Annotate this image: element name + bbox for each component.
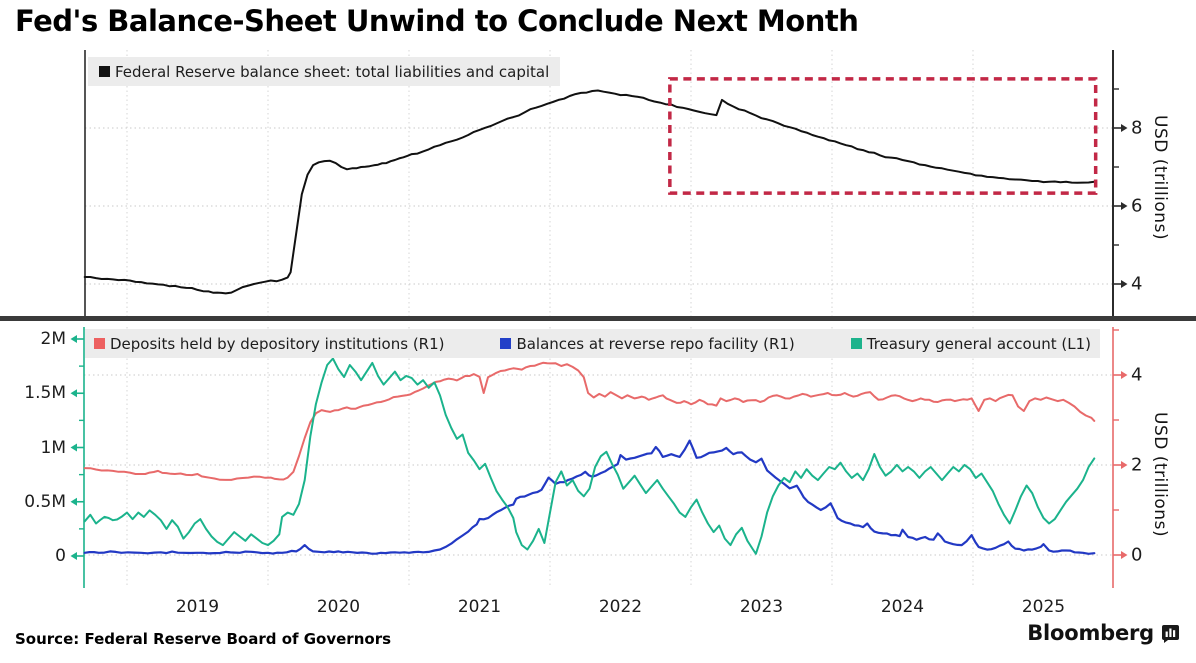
bottom-left-axis-tick-label: 0.5M bbox=[24, 491, 66, 512]
source-credit: Source: Federal Reserve Board of Governo… bbox=[15, 630, 392, 648]
bottom-right-axis-tick-label: 4 bbox=[1131, 364, 1143, 386]
bloomberg-wordmark: Bloomberg bbox=[1027, 621, 1154, 645]
legend-swatch-icon bbox=[500, 338, 512, 349]
top-right-axis-tick-label: 6 bbox=[1131, 195, 1143, 217]
legend-swatch-icon bbox=[850, 338, 862, 349]
legend-label: Deposits held by depository institutions… bbox=[110, 334, 445, 353]
legend-item: Treasury general account (L1) bbox=[850, 334, 1091, 353]
x-axis-year-label: 2025 bbox=[1021, 597, 1066, 617]
legend-swatch-icon bbox=[99, 66, 110, 77]
legend-label: Treasury general account (L1) bbox=[866, 334, 1091, 353]
x-axis-year-label: 2020 bbox=[316, 597, 361, 617]
legend-label: Federal Reserve balance sheet: total lia… bbox=[115, 62, 550, 81]
legend-item: Balances at reverse repo facility (R1) bbox=[500, 334, 795, 353]
series-line bbox=[83, 439, 1096, 555]
bottom-left-axis-tick-label: 1.5M bbox=[24, 383, 66, 404]
bottom-right-axis-tick-label: 2 bbox=[1131, 454, 1143, 476]
bloomberg-logo: Bloomberg bbox=[1027, 621, 1180, 645]
bottom-left-axis-tick-label: 1M bbox=[40, 437, 66, 458]
legend-label: Balances at reverse repo facility (R1) bbox=[516, 334, 795, 353]
x-axis-year-label: 2023 bbox=[739, 597, 784, 617]
bottom-right-axis-tick-label: 0 bbox=[1131, 544, 1143, 566]
highlight-box bbox=[668, 77, 1098, 195]
top-right-axis-title: USD (trillions) bbox=[1150, 115, 1170, 241]
series-line bbox=[83, 361, 1096, 481]
series-line bbox=[83, 357, 1096, 555]
series-line bbox=[83, 89, 1096, 295]
panel-separator bbox=[0, 316, 1196, 321]
x-axis-year-label: 2022 bbox=[598, 597, 643, 617]
top-right-axis-tick-label: 8 bbox=[1131, 117, 1143, 139]
bottom-panel-legend: Deposits held by depository institutions… bbox=[85, 329, 1100, 358]
top-panel-legend: Federal Reserve balance sheet: total lia… bbox=[88, 57, 561, 86]
x-axis-year-label: 2019 bbox=[175, 597, 220, 617]
top-right-axis-tick-label: 4 bbox=[1131, 273, 1143, 295]
axes bbox=[70, 50, 1128, 588]
legend-swatch-icon bbox=[94, 338, 105, 349]
bottom-right-axis-title: USD (trillions) bbox=[1150, 412, 1170, 538]
bottom-left-axis-tick-label: 2M bbox=[40, 329, 66, 349]
legend-item: Federal Reserve balance sheet: total lia… bbox=[99, 63, 549, 81]
page-title: Fed's Balance-Sheet Unwind to Conclude N… bbox=[15, 4, 859, 38]
highlight-annotation bbox=[668, 77, 1098, 195]
bottom-left-axis-tick-label: 0 bbox=[55, 546, 66, 566]
x-axis-year-label: 2024 bbox=[880, 597, 925, 617]
bloomberg-bug-icon bbox=[1162, 624, 1179, 643]
x-axis-year-label: 2021 bbox=[457, 597, 502, 617]
legend-item: Deposits held by depository institutions… bbox=[94, 335, 445, 353]
data-series bbox=[83, 89, 1096, 555]
